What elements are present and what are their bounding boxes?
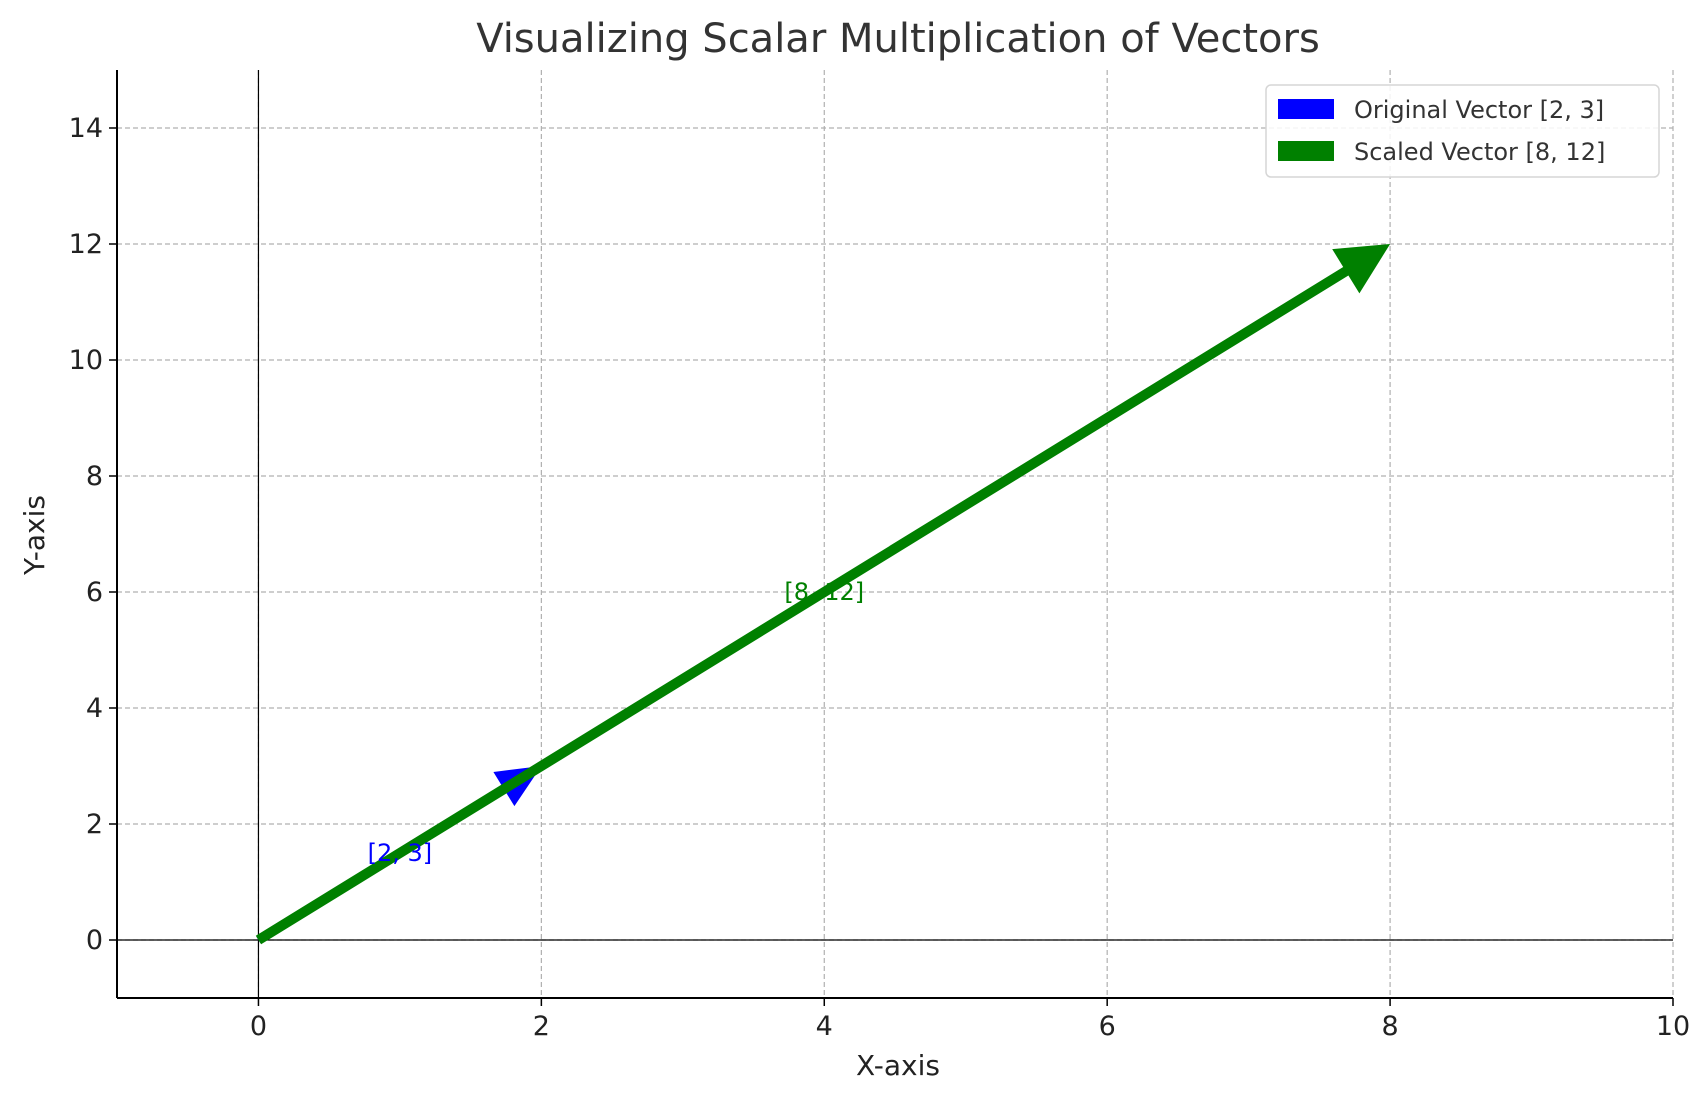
zero-reference-lines <box>117 70 1673 998</box>
y-tick-label: 12 <box>69 229 103 260</box>
legend-label: Scaled Vector [8, 12] <box>1354 138 1605 166</box>
y-tick-label: 4 <box>86 693 103 724</box>
chart-title: Visualizing Scalar Multiplication of Vec… <box>476 16 1320 62</box>
legend-swatch <box>1278 141 1334 161</box>
legend-frame <box>1265 84 1660 178</box>
original-vector-annotation: [2, 3] <box>368 839 433 867</box>
vector-annotations: [2, 3] [8, 12] <box>368 578 865 867</box>
y-tick-label: 0 <box>86 925 103 956</box>
y-tick-label: 2 <box>86 809 103 840</box>
x-tick-label: 6 <box>1099 1011 1116 1042</box>
y-tick-label: 14 <box>69 113 103 144</box>
legend: Original Vector [2, 3] Scaled Vector [8, … <box>1265 84 1660 178</box>
x-tick-label: 10 <box>1656 1011 1690 1042</box>
y-tick-label: 10 <box>69 345 103 376</box>
x-tick-label: 4 <box>816 1011 833 1042</box>
legend-swatch <box>1278 99 1334 119</box>
x-tick-label: 8 <box>1381 1011 1398 1042</box>
x-axis-label: X-axis <box>856 1049 940 1082</box>
y-tick-label: 8 <box>86 461 103 492</box>
y-tick-label: 6 <box>86 577 103 608</box>
x-tick-label: 2 <box>533 1011 550 1042</box>
scaled-vector-annotation: [8, 12] <box>784 578 864 606</box>
x-tick-label: 0 <box>250 1011 267 1042</box>
scaled-vector-arrow <box>255 244 1391 945</box>
legend-label: Original Vector [2, 3] <box>1354 96 1604 124</box>
vectors <box>255 244 1391 945</box>
grid-lines <box>117 70 1674 998</box>
tick-labels: 0 2 4 6 8 10 0 2 4 6 8 10 12 14 <box>69 113 1691 1042</box>
axes <box>116 70 1673 999</box>
y-axis-label: Y-axis <box>18 495 51 576</box>
